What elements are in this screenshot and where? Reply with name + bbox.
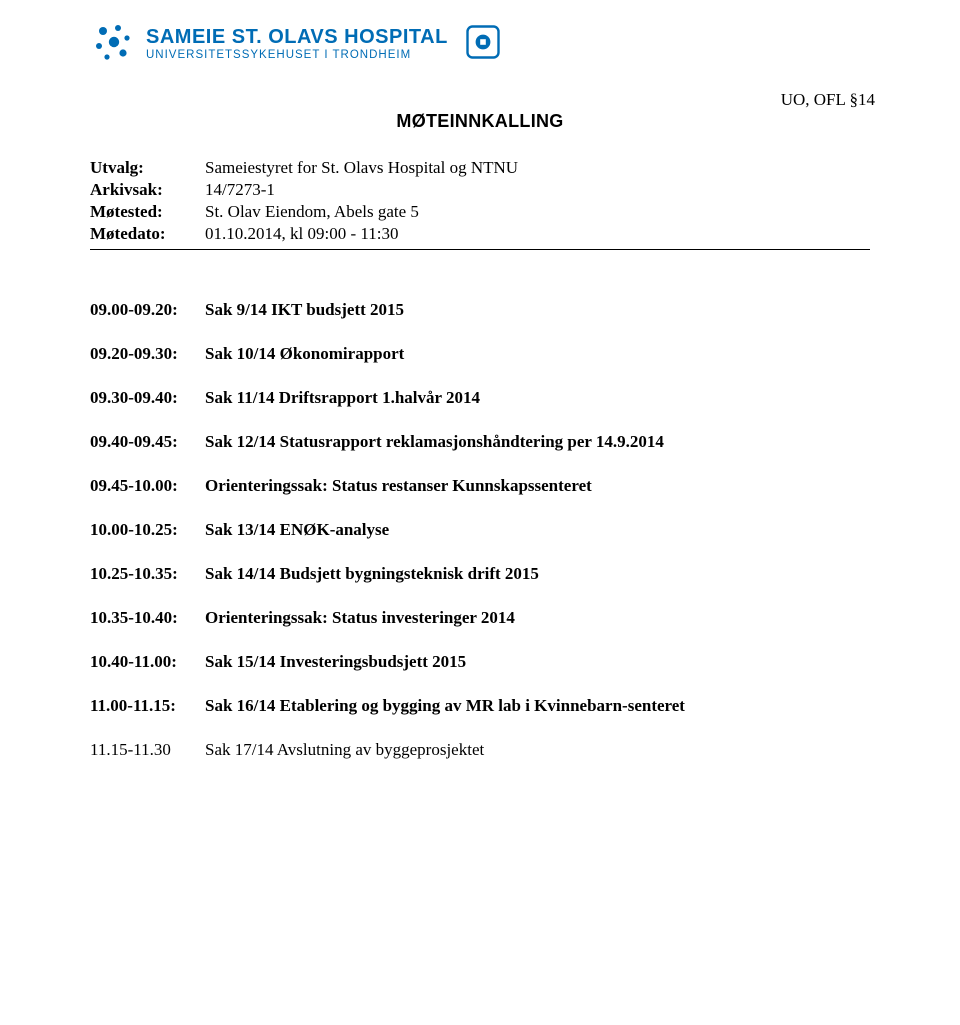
page-title: MØTEINNKALLING <box>90 111 870 132</box>
classification: UO, OFL §14 <box>781 90 875 110</box>
agenda-time: 11.00-11.15: <box>90 696 205 716</box>
agenda-text: Sak 14/14 Budsjett bygningsteknisk drift… <box>205 564 870 584</box>
agenda-time: 10.00-10.25: <box>90 520 205 540</box>
agenda-time: 10.25-10.35: <box>90 564 205 584</box>
agenda-row: 10.00-10.25:Sak 13/14 ENØK-analyse <box>90 520 870 540</box>
meta-row-arkivsak: Arkivsak: 14/7273-1 <box>90 179 870 201</box>
agenda-text: Sak 12/14 Statusrapport reklamasjonshånd… <box>205 432 870 452</box>
agenda-text: Sak 13/14 ENØK-analyse <box>205 520 870 540</box>
agenda-time: 11.15-11.30 <box>90 740 205 760</box>
agenda-time: 09.40-09.45: <box>90 432 205 452</box>
logo: SAMEIE ST. OLAVS HOSPITAL UNIVERSITETSSY… <box>90 20 870 69</box>
meta-label: Møtested: <box>90 201 205 223</box>
agenda-text: Sak 17/14 Avslutning av byggeprosjektet <box>205 740 870 760</box>
logo-dots-icon <box>90 20 134 69</box>
agenda-text: Orienteringssak: Status investeringer 20… <box>205 608 870 628</box>
agenda-row: 09.30-09.40:Sak 11/14 Driftsrapport 1.ha… <box>90 388 870 408</box>
meta-row-motested: Møtested: St. Olav Eiendom, Abels gate 5 <box>90 201 870 223</box>
agenda-time: 10.40-11.00: <box>90 652 205 672</box>
agenda-row: 09.40-09.45:Sak 12/14 Statusrapport rekl… <box>90 432 870 452</box>
agenda-time: 09.45-10.00: <box>90 476 205 496</box>
meta-value: Sameiestyret for St. Olavs Hospital og N… <box>205 157 870 179</box>
agenda-text: Sak 10/14 Økonomirapport <box>205 344 870 364</box>
meta-label: Møtedato: <box>90 223 205 245</box>
meta-value: St. Olav Eiendom, Abels gate 5 <box>205 201 870 223</box>
logo-text: SAMEIE ST. OLAVS HOSPITAL UNIVERSITETSSY… <box>146 27 448 62</box>
agenda-text: Sak 16/14 Etablering og bygging av MR la… <box>205 696 870 716</box>
divider <box>90 249 870 250</box>
agenda-text: Orienteringssak: Status restanser Kunnsk… <box>205 476 870 496</box>
agenda-row: 09.45-10.00:Orienteringssak: Status rest… <box>90 476 870 496</box>
meta-label: Utvalg: <box>90 157 205 179</box>
meta-label: Arkivsak: <box>90 179 205 201</box>
meta-value: 01.10.2014, kl 09:00 - 11:30 <box>205 223 870 245</box>
agenda-row: 11.15-11.30Sak 17/14 Avslutning av bygge… <box>90 740 870 760</box>
agenda-row: 09.00-09.20:Sak 9/14 IKT budsjett 2015 <box>90 300 870 320</box>
agenda-time: 10.35-10.40: <box>90 608 205 628</box>
meta-table: Utvalg: Sameiestyret for St. Olavs Hospi… <box>90 157 870 245</box>
agenda-row: 09.20-09.30:Sak 10/14 Økonomirapport <box>90 344 870 364</box>
meta-row-motedato: Møtedato: 01.10.2014, kl 09:00 - 11:30 <box>90 223 870 245</box>
agenda-row: 10.35-10.40:Orienteringssak: Status inve… <box>90 608 870 628</box>
agenda-text: Sak 9/14 IKT budsjett 2015 <box>205 300 870 320</box>
agenda-row: 10.40-11.00:Sak 15/14 Investeringsbudsje… <box>90 652 870 672</box>
agenda-text: Sak 11/14 Driftsrapport 1.halvår 2014 <box>205 388 870 408</box>
agenda-text: Sak 15/14 Investeringsbudsjett 2015 <box>205 652 870 672</box>
page: SAMEIE ST. OLAVS HOSPITAL UNIVERSITETSSY… <box>0 0 960 1025</box>
agenda-time: 09.20-09.30: <box>90 344 205 364</box>
agenda-list: 09.00-09.20:Sak 9/14 IKT budsjett 201509… <box>90 300 870 760</box>
meta-row-utvalg: Utvalg: Sameiestyret for St. Olavs Hospi… <box>90 157 870 179</box>
logo-main-text: SAMEIE ST. OLAVS HOSPITAL <box>146 27 448 47</box>
logo-sub-text: UNIVERSITETSSYKEHUSET I TRONDHEIM <box>146 50 448 62</box>
logo-badge-icon <box>466 25 500 64</box>
meta-value: 14/7273-1 <box>205 179 870 201</box>
agenda-row: 11.00-11.15:Sak 16/14 Etablering og bygg… <box>90 696 870 716</box>
agenda-time: 09.00-09.20: <box>90 300 205 320</box>
agenda-time: 09.30-09.40: <box>90 388 205 408</box>
agenda-row: 10.25-10.35:Sak 14/14 Budsjett bygningst… <box>90 564 870 584</box>
